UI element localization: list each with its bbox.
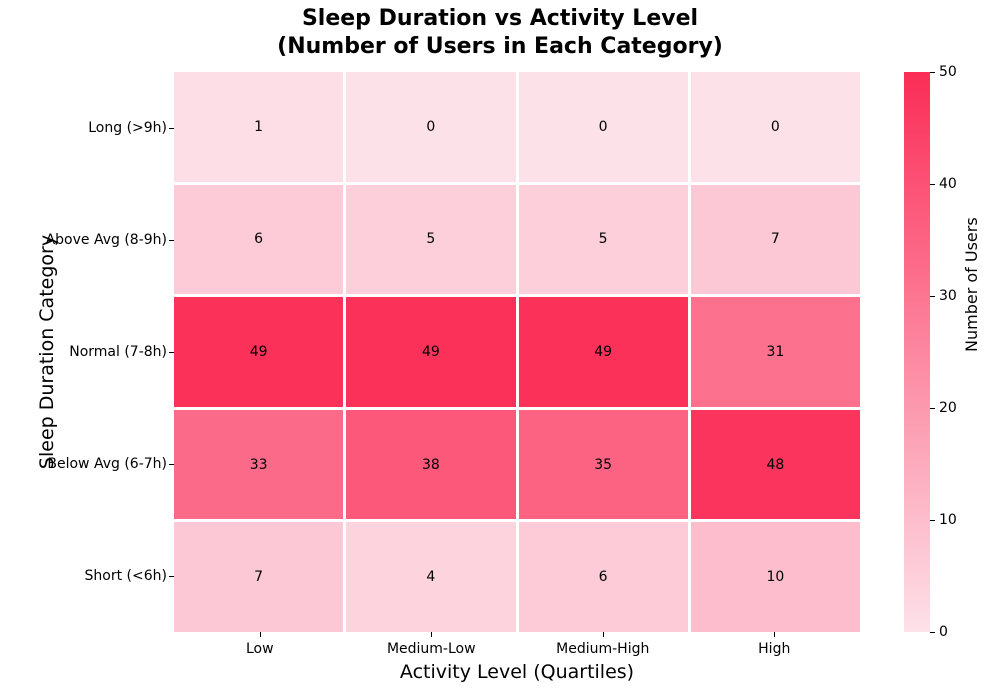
heatmap-cell: 49 <box>174 297 344 407</box>
heatmap-cell: 49 <box>518 297 688 407</box>
y-tick-label: Short (<6h) <box>84 568 167 584</box>
heatmap-cell: 7 <box>174 522 344 632</box>
heatmap-cell: 10 <box>690 522 860 632</box>
heatmap-cell: 33 <box>174 409 344 520</box>
colorbar <box>904 72 930 632</box>
heatmap-cell: 31 <box>690 297 860 407</box>
heatmap-cell: 49 <box>346 297 516 407</box>
y-tick-mark <box>169 240 174 241</box>
x-tick-label: Medium-High <box>556 641 650 657</box>
colorbar-tick-mark <box>930 296 935 297</box>
heatmap-cell: 35 <box>518 409 688 520</box>
colorbar-tick-label: 40 <box>939 176 957 192</box>
colorbar-tick-mark <box>930 72 935 73</box>
y-axis-title: Sleep Duration Category <box>36 234 58 470</box>
y-tick-mark <box>169 352 174 353</box>
colorbar-tick-mark <box>930 184 935 185</box>
heatmap-cell: 7 <box>690 184 860 295</box>
chart-title: Sleep Duration vs Activity Level (Number… <box>0 5 1000 61</box>
y-tick-mark <box>169 464 174 465</box>
colorbar-tick-label: 30 <box>939 288 957 304</box>
colorbar-tick-label: 0 <box>939 624 948 640</box>
chart-title-line1: Sleep Duration vs Activity Level <box>301 6 699 31</box>
heatmap-cell: 0 <box>518 72 688 182</box>
x-tick-label: Medium-Low <box>386 641 476 657</box>
heatmap-cell: 0 <box>346 72 516 182</box>
x-tick-mark <box>774 632 776 637</box>
heatmap-cell: 38 <box>346 409 516 520</box>
x-tick-mark <box>602 632 604 637</box>
y-tick-label: Long (>9h) <box>88 120 167 136</box>
heatmap-cell: 6 <box>174 184 344 295</box>
colorbar-tick-mark <box>930 632 935 633</box>
heatmap-cell: 5 <box>346 184 516 295</box>
y-tick-label: Below Avg (6-7h) <box>47 456 167 472</box>
colorbar-tick-mark <box>930 520 935 521</box>
heatmap-cell: 6 <box>518 522 688 632</box>
heatmap-cell: 5 <box>518 184 688 295</box>
x-tick-mark <box>259 632 261 637</box>
x-tick-mark <box>431 632 433 637</box>
colorbar-tick-label: 20 <box>939 400 957 416</box>
y-tick-label: Normal (7-8h) <box>69 344 167 360</box>
heatmap-grid: 1 0 0 0 6 5 5 7 49 49 49 31 33 38 35 48 7 4 6 10 <box>174 72 860 632</box>
y-tick-mark <box>169 128 174 129</box>
x-axis-title: Activity Level (Quartiles) <box>399 661 635 683</box>
y-tick-mark <box>169 576 174 577</box>
heatmap-cell: 1 <box>174 72 344 182</box>
x-tick-label: High <box>758 641 791 657</box>
colorbar-tick-label: 50 <box>939 64 957 80</box>
chart-title-line2: (Number of Users in Each Category) <box>277 34 723 60</box>
heatmap-cell: 0 <box>690 72 860 182</box>
heatmap-cell: 4 <box>346 522 516 632</box>
colorbar-tick-label: 10 <box>939 512 957 528</box>
heatmap-cell: 48 <box>690 409 860 520</box>
colorbar-tick-mark <box>930 408 935 409</box>
y-tick-label: Above Avg (8-9h) <box>45 232 167 248</box>
x-tick-label: Low <box>245 641 274 657</box>
